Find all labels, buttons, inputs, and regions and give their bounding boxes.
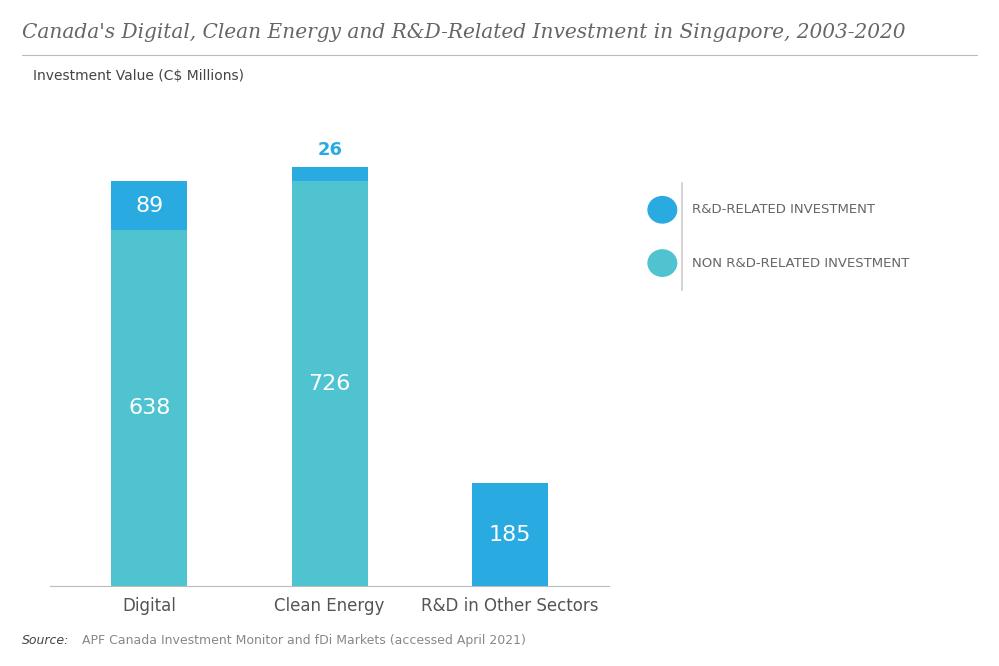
Text: 26: 26	[317, 141, 343, 159]
Text: NON R&D-RELATED INVESTMENT: NON R&D-RELATED INVESTMENT	[692, 256, 909, 270]
Text: 726: 726	[309, 374, 351, 394]
Bar	[473, 483, 548, 586]
Bar	[292, 181, 368, 586]
Text: R&D-RELATED INVESTMENT: R&D-RELATED INVESTMENT	[692, 203, 875, 216]
Text: Canada's Digital, Clean Energy and R&D-Related Investment in Singapore, 2003-202: Canada's Digital, Clean Energy and R&D-R…	[22, 23, 905, 43]
Bar	[111, 180, 187, 230]
Text: Investment Value (C$ Millions): Investment Value (C$ Millions)	[33, 69, 245, 83]
Bar	[292, 166, 368, 181]
Text: 89: 89	[135, 196, 163, 216]
Bar	[111, 230, 187, 586]
Text: Source:: Source:	[22, 634, 69, 647]
Text: 638: 638	[128, 398, 171, 418]
Text: APF Canada Investment Monitor and fDi Markets (accessed April 2021): APF Canada Investment Monitor and fDi Ma…	[82, 634, 525, 647]
Text: 185: 185	[489, 525, 531, 545]
